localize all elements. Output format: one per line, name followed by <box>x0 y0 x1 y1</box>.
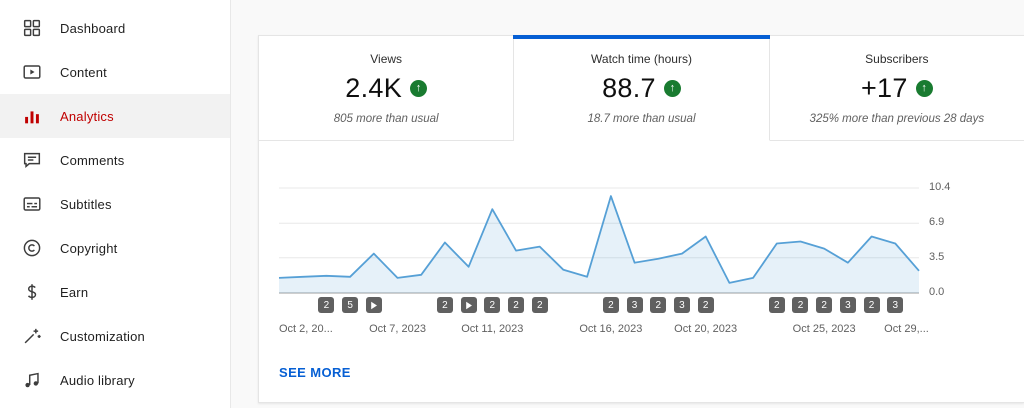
metric-value-row: +17 ↑ <box>770 73 1024 104</box>
chart-video-marker[interactable]: 2 <box>484 297 501 313</box>
sidebar-nav: Dashboard Content Analytics Comments Subtitl… <box>0 6 230 402</box>
y-axis: 0.0 3.5 6.9 10.4 <box>929 153 973 313</box>
watch-time-line-chart[interactable] <box>278 153 920 313</box>
y-axis-label: 0.0 <box>929 286 945 298</box>
dashboard-icon <box>21 17 43 39</box>
x-axis-label: Oct 11, 2023 <box>461 323 524 335</box>
x-axis-label: Oct 25, 2023 <box>792 323 856 335</box>
audio-library-icon <box>21 369 43 391</box>
chart-video-marker[interactable]: 3 <box>839 297 856 313</box>
chart-video-marker[interactable]: 2 <box>508 297 525 313</box>
chart-video-marker[interactable]: 2 <box>602 297 619 313</box>
active-tab-indicator <box>513 35 770 39</box>
x-axis-label: Oct 2, 20... <box>279 323 333 335</box>
sidebar-item-label: Customization <box>60 328 145 344</box>
sidebar-item-content[interactable]: Content <box>0 50 230 94</box>
x-axis-label: Oct 20, 2023 <box>674 323 738 335</box>
chart-video-marker[interactable] <box>365 297 382 313</box>
tab-subscribers[interactable]: Subscribers +17 ↑ 325% more than previous 2… <box>769 36 1024 141</box>
up-arrow-icon: ↑ <box>663 80 681 97</box>
y-axis-label: 3.5 <box>929 250 945 263</box>
chart-video-marker[interactable]: 2 <box>863 297 880 313</box>
sidebar-item-label: Earn <box>60 284 89 300</box>
metric-label: Views <box>370 52 403 66</box>
see-more-link[interactable]: SEE MORE <box>279 365 351 380</box>
tab-views[interactable]: Views 2.4K ↑ 805 more than usual <box>259 36 515 141</box>
x-axis-label: Oct 16, 2023 <box>579 323 643 335</box>
sidebar-item-label: Analytics <box>60 108 114 124</box>
analytics-icon <box>21 105 43 127</box>
metric-label: Subscribers <box>865 52 929 66</box>
chart-video-marker[interactable]: 2 <box>768 297 785 313</box>
channel-analytics-card: Views 2.4K ↑ 805 more than usual Watch time … <box>258 35 1024 403</box>
customization-icon <box>21 325 43 347</box>
x-axis: Oct 2, 20... Oct 7, 2023 Oct 11, 2023 Oct 1… <box>279 323 959 338</box>
chart-video-marker[interactable]: 3 <box>887 297 904 313</box>
sidebar-item-label: Dashboard <box>60 20 126 36</box>
chart-video-marker[interactable]: 5 <box>342 297 359 313</box>
chart-video-marker[interactable]: 2 <box>792 297 809 313</box>
x-axis-label: Oct 29,... <box>884 323 929 335</box>
plot-area: 0.0 3.5 6.9 10.4 <box>278 153 950 313</box>
sidebar-item-subtitles[interactable]: Subtitles <box>0 182 230 226</box>
up-arrow-icon: ↑ <box>915 80 933 97</box>
comments-icon <box>21 149 43 171</box>
sidebar-item-customization[interactable]: Customization <box>0 314 230 358</box>
chart-video-marker[interactable] <box>460 297 477 313</box>
content-icon <box>21 61 43 83</box>
chart-video-marker[interactable]: 2 <box>318 297 335 313</box>
metric-value: +17 <box>860 73 908 103</box>
chart-video-marker[interactable]: 3 <box>673 297 690 313</box>
sidebar-item-audio-library[interactable]: Audio library <box>0 358 230 402</box>
metric-value-row: 88.7 ↑ <box>514 73 768 104</box>
chart-video-marker[interactable]: 2 <box>531 297 548 313</box>
x-axis-label: Oct 7, 2023 <box>369 323 426 335</box>
metric-subtext: 805 more than usual <box>333 113 439 125</box>
chart-video-marker[interactable]: 2 <box>697 297 714 313</box>
metric-value-row: 2.4K ↑ <box>259 73 513 104</box>
metric-label: Watch time (hours) <box>591 52 692 66</box>
earn-icon <box>21 281 43 303</box>
sidebar-item-label: Comments <box>60 152 125 168</box>
chart-video-marker[interactable]: 2 <box>436 297 453 313</box>
chart-video-marker[interactable]: 2 <box>650 297 667 313</box>
chart-video-marker[interactable]: 3 <box>626 297 643 313</box>
metric-subtext: 325% more than previous 28 days <box>809 113 985 125</box>
metric-tabs: Views 2.4K ↑ 805 more than usual Watch time … <box>259 35 1024 141</box>
sidebar-item-label: Subtitles <box>60 196 112 212</box>
play-icon <box>371 301 377 309</box>
y-axis-label: 10.4 <box>929 181 951 193</box>
sidebar-item-label: Audio library <box>60 372 135 388</box>
main-content: Views 2.4K ↑ 805 more than usual Watch time … <box>231 0 1024 408</box>
metric-value: 88.7 <box>602 73 656 103</box>
sidebar-item-label: Content <box>60 64 107 80</box>
chart-video-marker[interactable]: 2 <box>816 297 833 313</box>
metric-subtext: 18.7 more than usual <box>587 113 696 125</box>
sidebar-item-analytics[interactable]: Analytics <box>0 94 230 138</box>
sidebar-item-earn[interactable]: Earn <box>0 270 230 314</box>
tab-watch-time-hours[interactable]: Watch time (hours) 88.7 ↑ 18.7 more than us… <box>513 35 770 141</box>
play-icon <box>465 301 472 309</box>
sidebar-item-label: Copyright <box>60 240 118 256</box>
metric-value: 2.4K <box>345 73 403 103</box>
sidebar-item-copyright[interactable]: Copyright <box>0 226 230 270</box>
sidebar-item-comments[interactable]: Comments <box>0 138 230 182</box>
up-arrow-icon: ↑ <box>410 80 428 97</box>
copyright-icon <box>21 237 43 259</box>
sidebar: Dashboard Content Analytics Comments Subtitl… <box>0 0 231 408</box>
sidebar-item-dashboard[interactable]: Dashboard <box>0 6 230 50</box>
subtitles-icon <box>21 193 43 215</box>
y-axis-label: 6.9 <box>929 216 945 229</box>
